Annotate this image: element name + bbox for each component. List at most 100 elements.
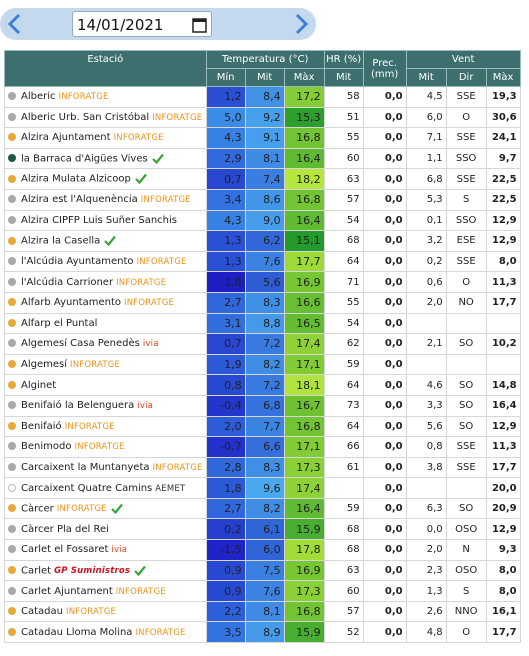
temperature-cell: -1,8 — [205, 271, 246, 293]
temperature-cell: 9,6 — [244, 477, 285, 499]
station-row[interactable]: Càrcer INFORATGE 2,7 8,2 16,4 59 0,0 6,3 SO 20,9 — [4, 497, 521, 520]
value-cell: 0,0 — [362, 230, 407, 252]
station-row[interactable]: Algemesí Casa Penedès ivia 0,7 7,2 17,4 62 0,0… — [4, 333, 521, 355]
value-cell: 0,0 — [362, 580, 407, 602]
value-cell — [405, 353, 447, 376]
station-row[interactable]: Benimodo INFORATGE -0,7 6,6 17,1 66 0,0 0,8 SSE 1… — [4, 436, 521, 458]
station-row[interactable]: Carcaixent la Muntanyeta INFORATGE 2,8 8,3 1… — [4, 456, 521, 479]
station-cell: Càrcer Pla del Rei — [4, 518, 207, 541]
status-dot — [8, 277, 16, 286]
value-cell: SO — [445, 374, 487, 396]
value-cell: 0,1 — [405, 209, 447, 232]
status-dot — [8, 545, 16, 554]
value-cell: 0,0 — [362, 86, 407, 108]
station-row[interactable]: Alzira CIPFP Luis Suñer Sanchis 4,3 9,0 16,… — [4, 209, 521, 232]
value-cell: 10,2 — [485, 333, 521, 355]
station-row[interactable]: Alfarp el Puntal 3,1 8,8 16,5 54 0,0 — [4, 312, 521, 335]
station-row[interactable]: Alzira est l'Alquenència INFORATGE 3,4 8,6 1… — [4, 188, 521, 211]
value-cell: SSO — [445, 209, 487, 232]
value-cell: 2,0 — [405, 291, 447, 314]
value-cell — [405, 477, 447, 499]
value-cell: 0,0 — [362, 271, 407, 293]
next-day-button[interactable] — [294, 13, 310, 35]
temperature-cell: 17,3 — [283, 456, 325, 479]
temperature-cell: 4,3 — [205, 127, 246, 149]
temperature-cell: 16,4 — [283, 497, 325, 520]
value-cell: NO — [445, 291, 487, 314]
value-cell: 0,0 — [362, 333, 407, 355]
status-dot — [8, 92, 16, 101]
station-cell: Carcaixent la Muntanyeta INFORATGE — [4, 456, 207, 479]
value-cell: 8,0 — [485, 580, 521, 602]
station-row[interactable]: Alfarb Ayuntamento INFORATGE 2,7 8,3 16,6 55 0… — [4, 291, 521, 314]
value-cell: 0,0 — [362, 497, 407, 520]
value-cell: 1,3 — [405, 580, 447, 602]
date-input[interactable]: 14/01/2021 — [72, 11, 212, 37]
station-row[interactable]: Algemesí INFORATGE 1,9 8,2 17,1 59 0,0 — [4, 353, 521, 376]
value-cell: 64 — [323, 374, 364, 396]
value-cell: N — [445, 539, 487, 561]
station-row[interactable]: Càrcer Pla del Rei 0,2 6,1 15,9 68 0,0 0,0 OSO 1… — [4, 518, 521, 541]
station-row[interactable]: Alzira la Casella 1,3 6,2 15,1 68 0,0 3,2 ESE 12… — [4, 230, 521, 252]
value-cell: 73 — [323, 394, 364, 417]
station-row[interactable]: l'Alcúdia Carrioner INFORATGE -1,8 5,6 16,9 7… — [4, 271, 521, 293]
station-row[interactable]: Benifaió la Belenguera ivia -0,4 6,8 16,7 73 0… — [4, 394, 521, 417]
value-cell: 22,5 — [485, 188, 521, 211]
station-row[interactable]: Catadau Lloma Molina INFORATGE 3,5 8,9 15,9 5… — [4, 621, 521, 644]
temperature-cell: 0,2 — [205, 518, 246, 541]
station-row[interactable]: Alginet 0,8 7,2 18,1 64 0,0 4,6 SO 14,8 — [4, 374, 521, 396]
status-dot — [8, 627, 16, 636]
station-cell: la Barraca d'Aigües Vives — [4, 147, 207, 170]
station-row[interactable]: la Barraca d'Aigües Vives 2,9 8,1 16,4 60 0,0… — [4, 147, 521, 170]
temperature-cell: 16,9 — [283, 271, 325, 293]
station-row[interactable]: Alberic Urb. San Cristóbal INFORATGE 5,0 9,… — [4, 106, 521, 129]
station-row[interactable]: Carlet Ajuntament INFORATGE 0,9 7,6 17,3 60 0,… — [4, 580, 521, 602]
calendar-icon[interactable] — [192, 17, 207, 33]
station-row[interactable]: Carlet el Fossaret ivia -1,5 6,0 17,8 68 0,0 2,… — [4, 539, 521, 561]
value-cell: OSO — [445, 559, 487, 582]
value-cell: 2,3 — [405, 559, 447, 582]
value-cell: SSE — [445, 250, 487, 273]
header-station: Estació — [4, 50, 207, 87]
value-cell: 3,3 — [405, 394, 447, 417]
value-cell: 66 — [323, 436, 364, 458]
station-name: Catadau — [21, 606, 63, 618]
temperature-cell: 8,4 — [244, 86, 285, 108]
value-cell — [405, 312, 447, 335]
value-cell: 1,1 — [405, 147, 447, 170]
value-cell: NNO — [445, 600, 487, 623]
station-row[interactable]: Benifaió INFORATGE 2,0 7,7 16,8 64 0,0 5,6 SO 12,… — [4, 415, 521, 438]
station-row[interactable]: Catadau INFORATGE 2,2 8,1 16,8 57 0,0 2,6 NNO 16,… — [4, 600, 521, 623]
station-row[interactable]: Alzira Mulata Alzicoop 0,7 7,4 18,2 63 0,0 6,8… — [4, 168, 521, 190]
value-cell: 12,9 — [485, 518, 521, 541]
station-row[interactable]: l'Alcúdia Ayuntamento INFORATGE 1,3 7,6 17,7… — [4, 250, 521, 273]
station-name: Carcaixent Quatre Camins — [21, 482, 153, 494]
station-name: Carcaixent la Muntanyeta — [21, 461, 150, 473]
value-cell: 17,7 — [485, 291, 521, 314]
temperature-cell: 7,5 — [244, 559, 285, 582]
prev-day-button[interactable] — [6, 13, 22, 35]
station-row[interactable]: Carlet GP Suministros 0,9 7,5 16,9 63 0,0 2,3 OS… — [4, 559, 521, 582]
sub-header: Dir — [445, 68, 487, 87]
value-cell: 12,9 — [485, 230, 521, 252]
status-dot — [8, 154, 16, 163]
status-dot — [8, 195, 16, 204]
value-cell: 64 — [323, 250, 364, 273]
temperature-cell: 17,8 — [283, 539, 325, 561]
temperature-cell: 7,6 — [244, 580, 285, 602]
header-wind: Vent — [405, 50, 521, 69]
status-dot — [8, 133, 16, 142]
station-row[interactable]: Alzira Ajuntament INFORATGE 4,3 9,1 16,8 55 0,… — [4, 127, 521, 149]
value-cell: 61 — [323, 456, 364, 479]
value-cell: 63 — [323, 559, 364, 582]
temperature-cell: 16,8 — [283, 188, 325, 211]
station-source: INFORATGE — [152, 462, 203, 473]
value-cell: 12,9 — [485, 209, 521, 232]
station-cell: Alzira Ajuntament INFORATGE — [4, 127, 207, 149]
station-row[interactable]: Alberic INFORATGE 1,2 8,4 17,2 58 0,0 4,5 SSE 19,… — [4, 86, 521, 108]
station-name: Benimodo — [21, 441, 72, 453]
station-row[interactable]: Carcaixent Quatre Camins AEMET 1,8 9,6 17,4 0… — [4, 477, 521, 499]
station-cell: Alzira est l'Alquenència INFORATGE — [4, 188, 207, 211]
value-cell: O — [445, 621, 487, 644]
